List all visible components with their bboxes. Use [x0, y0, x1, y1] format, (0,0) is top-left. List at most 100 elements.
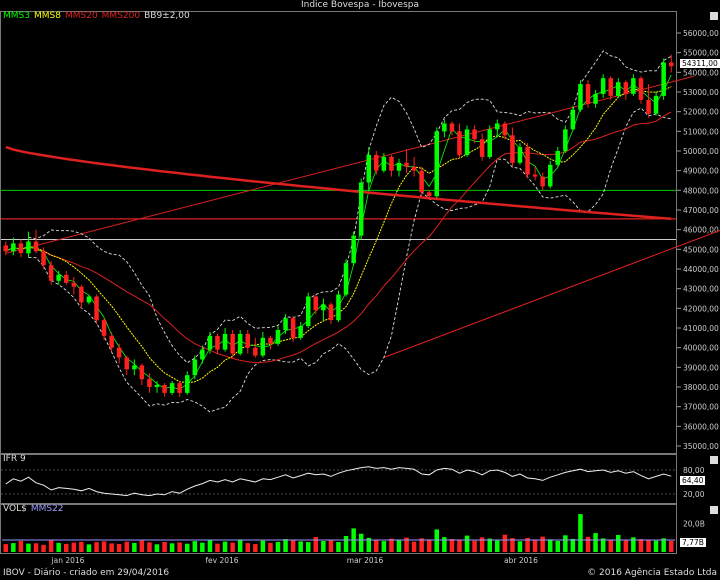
volume-panel-scroll-button[interactable]: [710, 506, 718, 514]
volume-bar: [268, 542, 273, 552]
candle-body: [623, 82, 629, 94]
candle-body: [230, 333, 235, 354]
volume-bar: [260, 540, 266, 552]
candle-body: [540, 176, 545, 187]
footer-source: IBOV - Diário - criado em 29/04/2016: [3, 568, 170, 578]
candle-body: [3, 245, 8, 252]
volume-bar: [33, 543, 39, 552]
candle-body: [343, 263, 349, 295]
volume-bar: [41, 544, 46, 552]
volume-bar: [616, 535, 621, 552]
price-tick-label: 56000,00: [683, 29, 719, 38]
candle-body: [71, 282, 77, 287]
candle-body: [411, 166, 417, 171]
volume-bar: [600, 538, 606, 552]
candle-body: [154, 385, 160, 387]
volume-bar: [389, 538, 394, 552]
volume-bar: [237, 539, 243, 552]
candle-body: [495, 123, 500, 130]
volume-bar: [18, 540, 24, 552]
candle-body: [109, 335, 114, 348]
volume-bar: [162, 542, 167, 552]
candle-body: [464, 129, 470, 155]
volume-bar: [124, 541, 129, 552]
volume-bar: [457, 539, 462, 552]
price-tick-label: 36000,00: [683, 422, 719, 431]
price-tick-label: 50000,00: [683, 147, 719, 156]
volume-bar: [86, 544, 92, 552]
ifr-tick-label: 80,00: [683, 466, 705, 475]
ifr-tick-label: 20,00: [683, 490, 705, 499]
price-tick-label: 41000,00: [683, 324, 719, 333]
candle-body: [222, 333, 228, 350]
candle-body: [669, 62, 674, 67]
footer-copyright: © 2016 Agência Estado Ltda: [587, 568, 717, 578]
candle-body: [442, 123, 447, 132]
volume-bar: [669, 540, 674, 552]
candle-body: [555, 151, 560, 165]
x-axis-label: abr 2016: [504, 556, 538, 565]
candle-body: [215, 335, 220, 350]
volume-bar: [638, 539, 644, 552]
candle-body: [593, 94, 598, 104]
candle-body: [457, 131, 462, 155]
candle-body: [351, 235, 356, 264]
volume-bar: [245, 543, 250, 552]
volume-bar: [495, 540, 500, 552]
volume-bar: [555, 540, 560, 552]
volume-bar: [64, 543, 69, 552]
legend-bollinger: BB9±2,00: [144, 11, 190, 21]
candle-body: [237, 333, 243, 354]
volume-panel[interactable]: [0, 504, 677, 554]
candle-body: [472, 129, 477, 140]
price-tick-label: 47000,00: [683, 206, 719, 215]
price-panel[interactable]: [0, 11, 677, 454]
ifr-panel[interactable]: [0, 454, 677, 504]
volume-bar: [71, 542, 77, 552]
candle-body: [290, 318, 296, 338]
candle-body: [374, 154, 379, 171]
price-tick-label: 54000,00: [683, 68, 719, 77]
volume-bar: [396, 539, 402, 552]
price-tick-label: 40000,00: [683, 344, 719, 353]
candle-body: [124, 357, 129, 370]
volume-bar: [510, 538, 515, 552]
candle-body: [283, 318, 288, 330]
volume-last-badge: 7,77B: [680, 538, 706, 547]
candle-body: [33, 241, 39, 252]
volume-bar: [290, 540, 296, 552]
volume-bar: [434, 529, 439, 552]
bollinger-lower-band: [28, 107, 672, 413]
volume-bar: [48, 540, 54, 552]
volume-bar: [101, 541, 107, 552]
candle-body: [600, 78, 606, 94]
volume-bar: [442, 537, 447, 552]
mms8-line: [5, 86, 672, 384]
volume-bar: [94, 542, 99, 552]
volume-bar: [427, 539, 432, 552]
candle-body: [419, 170, 424, 193]
trendline: [383, 229, 720, 358]
ifr-panel-scroll-button[interactable]: [710, 456, 718, 464]
volume-bar: [177, 542, 182, 552]
candle-body: [404, 162, 409, 167]
volume-bar: [623, 540, 629, 552]
legend-mms3: MMS3: [3, 11, 30, 21]
volume-bar: [404, 537, 409, 552]
volume-bar: [374, 540, 379, 552]
candle-body: [185, 375, 190, 393]
candle-body: [132, 365, 137, 370]
price-panel-scroll-button[interactable]: [710, 12, 718, 20]
price-tick-label: 51000,00: [683, 127, 719, 136]
candle-body: [147, 379, 152, 387]
price-tick-label: 49000,00: [683, 167, 719, 176]
candle-body: [200, 349, 205, 360]
volume-bar: [411, 541, 417, 552]
candle-body: [177, 383, 182, 393]
price-tick-label: 52000,00: [683, 108, 719, 117]
candle-body: [275, 330, 281, 344]
volume-bar: [646, 540, 651, 552]
candle-body: [321, 304, 326, 311]
candle-body: [638, 78, 644, 100]
candle-body: [260, 337, 266, 356]
